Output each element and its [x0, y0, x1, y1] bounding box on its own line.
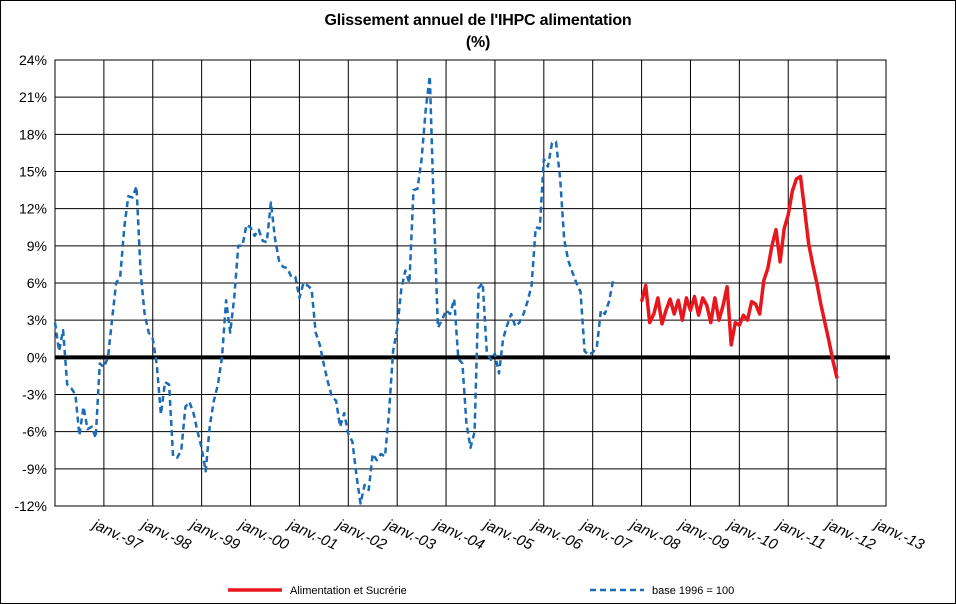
x-tick-label: janv.-08	[626, 515, 683, 554]
x-tick-label: janv.-05	[479, 515, 536, 554]
x-tick-label: janv.-97	[88, 515, 145, 554]
y-tick-label: 15%	[19, 164, 47, 180]
x-tick-label: janv.-00	[235, 515, 292, 554]
axes	[54, 59, 890, 507]
y-tick-label: 6%	[27, 275, 47, 291]
y-tick-label: 0%	[27, 349, 47, 365]
x-tick-label: janv.-06	[528, 515, 585, 554]
legend: Alimentation et Sucrérie base 1996 = 100	[228, 585, 734, 597]
y-tick-label: 3%	[27, 312, 47, 328]
x-tick-label: janv.-99	[186, 515, 243, 554]
plot-area-border	[54, 59, 887, 507]
chart-title-block: Glissement annuel de l'IHPC alimentation…	[0, 10, 956, 54]
y-tick-label: 24%	[19, 52, 47, 68]
x-tick-label: janv.-01	[284, 515, 340, 553]
chart-subtitle: (%)	[465, 34, 491, 51]
series-line	[53, 74, 615, 505]
y-tick-label: -3%	[22, 387, 47, 403]
series-lines	[53, 74, 839, 505]
legend-label: Alimentation et Sucrérie	[290, 585, 407, 597]
x-tick-label: janv.-11	[773, 515, 828, 553]
x-tick-label: janv.-02	[333, 515, 390, 554]
x-axis-ticks: janv.-97janv.-98janv.-99janv.-00janv.-01…	[88, 515, 927, 554]
y-axis-ticks: 24% 21% 18% 15% 12% 9% 6% 3% 0% -3% -6% -9% -12%	[14, 52, 47, 514]
x-tick-label: janv.-09	[675, 515, 732, 554]
y-tick-label: 21%	[19, 89, 47, 105]
chart-title: Glissement annuel de l'IHPC alimentation	[324, 12, 632, 29]
y-tick-label: 18%	[19, 126, 47, 142]
x-tick-label: janv.-13	[870, 515, 927, 554]
x-tick-label: janv.-04	[431, 515, 487, 553]
x-tick-label: janv.-12	[822, 515, 879, 554]
x-tick-label: janv.-07	[577, 515, 634, 554]
x-tick-label: janv.-03	[382, 515, 439, 554]
y-tick-label: -12%	[14, 498, 47, 514]
y-tick-label: 9%	[27, 238, 47, 254]
gridlines	[55, 59, 887, 507]
y-tick-label: -6%	[22, 424, 47, 440]
x-tick-label: janv.-98	[137, 515, 194, 554]
y-tick-label: -9%	[22, 461, 47, 477]
legend-label: base 1996 = 100	[652, 585, 734, 597]
y-tick-label: 12%	[19, 201, 47, 217]
x-tick-label: janv.-10	[724, 515, 781, 554]
